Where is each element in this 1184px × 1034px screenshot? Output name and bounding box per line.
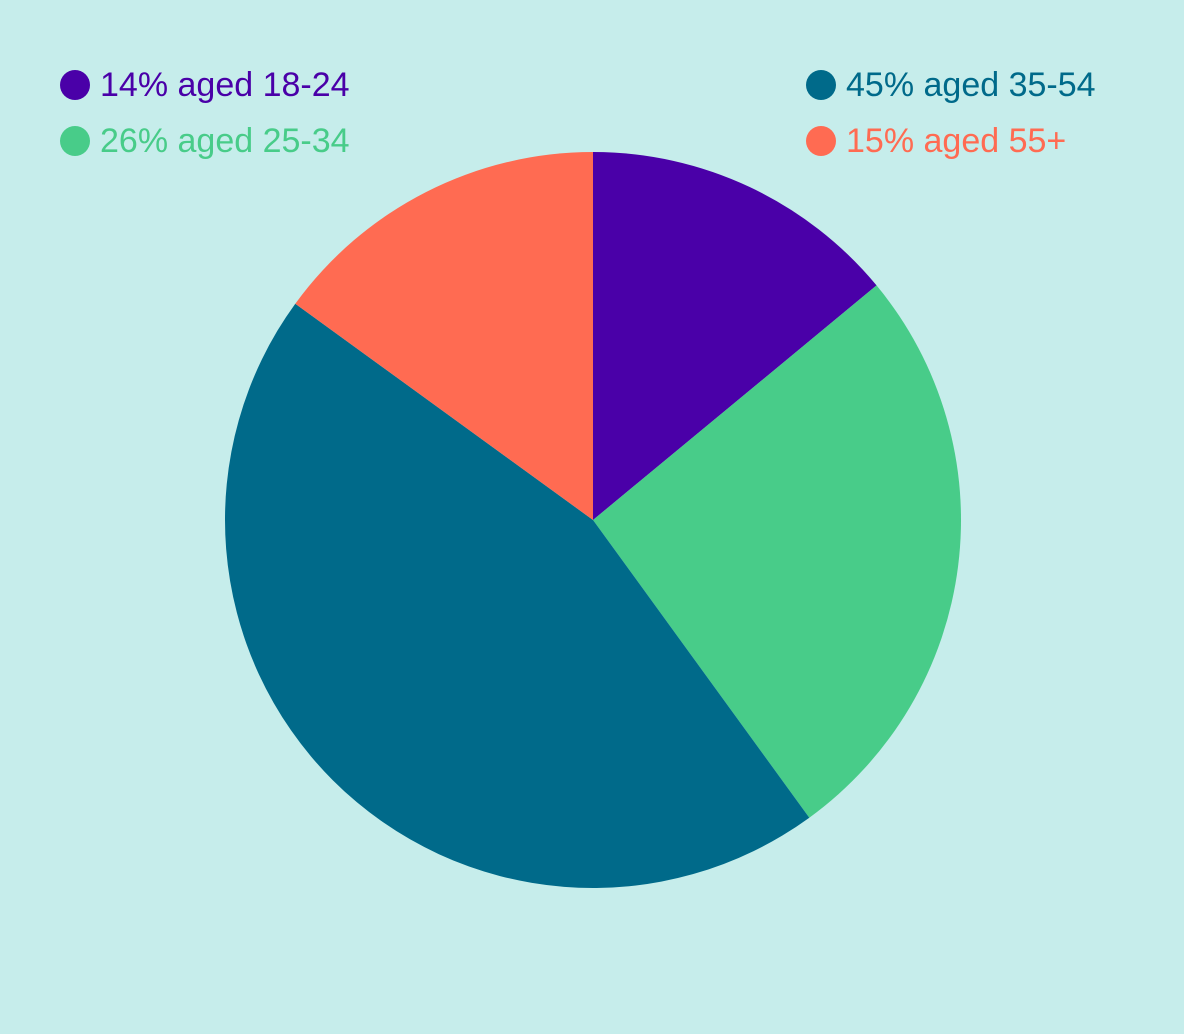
legend-swatch-aged-55-plus bbox=[806, 126, 836, 156]
legend-swatch-aged-35-54 bbox=[806, 70, 836, 100]
legend-label-aged-55-plus: 15% aged 55+ bbox=[846, 122, 1067, 160]
pie-slice-aged-55 bbox=[295, 152, 593, 520]
legend-item-aged-25-34: 26% aged 25-34 bbox=[60, 121, 350, 161]
legend-swatch-aged-25-34 bbox=[60, 126, 90, 156]
legend-swatch-aged-18-24 bbox=[60, 70, 90, 100]
legend-label-aged-35-54: 45% aged 35-54 bbox=[846, 66, 1096, 104]
legend-item-aged-18-24: 14% aged 18-24 bbox=[60, 65, 350, 105]
pie-slice-aged-35-54 bbox=[224, 303, 810, 889]
pie-slice-aged-25-34 bbox=[593, 285, 961, 818]
legend-item-aged-35-54: 45% aged 35-54 bbox=[806, 65, 1096, 105]
legend-label-aged-18-24: 14% aged 18-24 bbox=[100, 66, 350, 104]
legend-item-aged-55-plus: 15% aged 55+ bbox=[806, 121, 1066, 161]
legend-label-aged-25-34: 26% aged 25-34 bbox=[100, 122, 350, 160]
pie-slice-aged-18-24 bbox=[593, 152, 877, 520]
